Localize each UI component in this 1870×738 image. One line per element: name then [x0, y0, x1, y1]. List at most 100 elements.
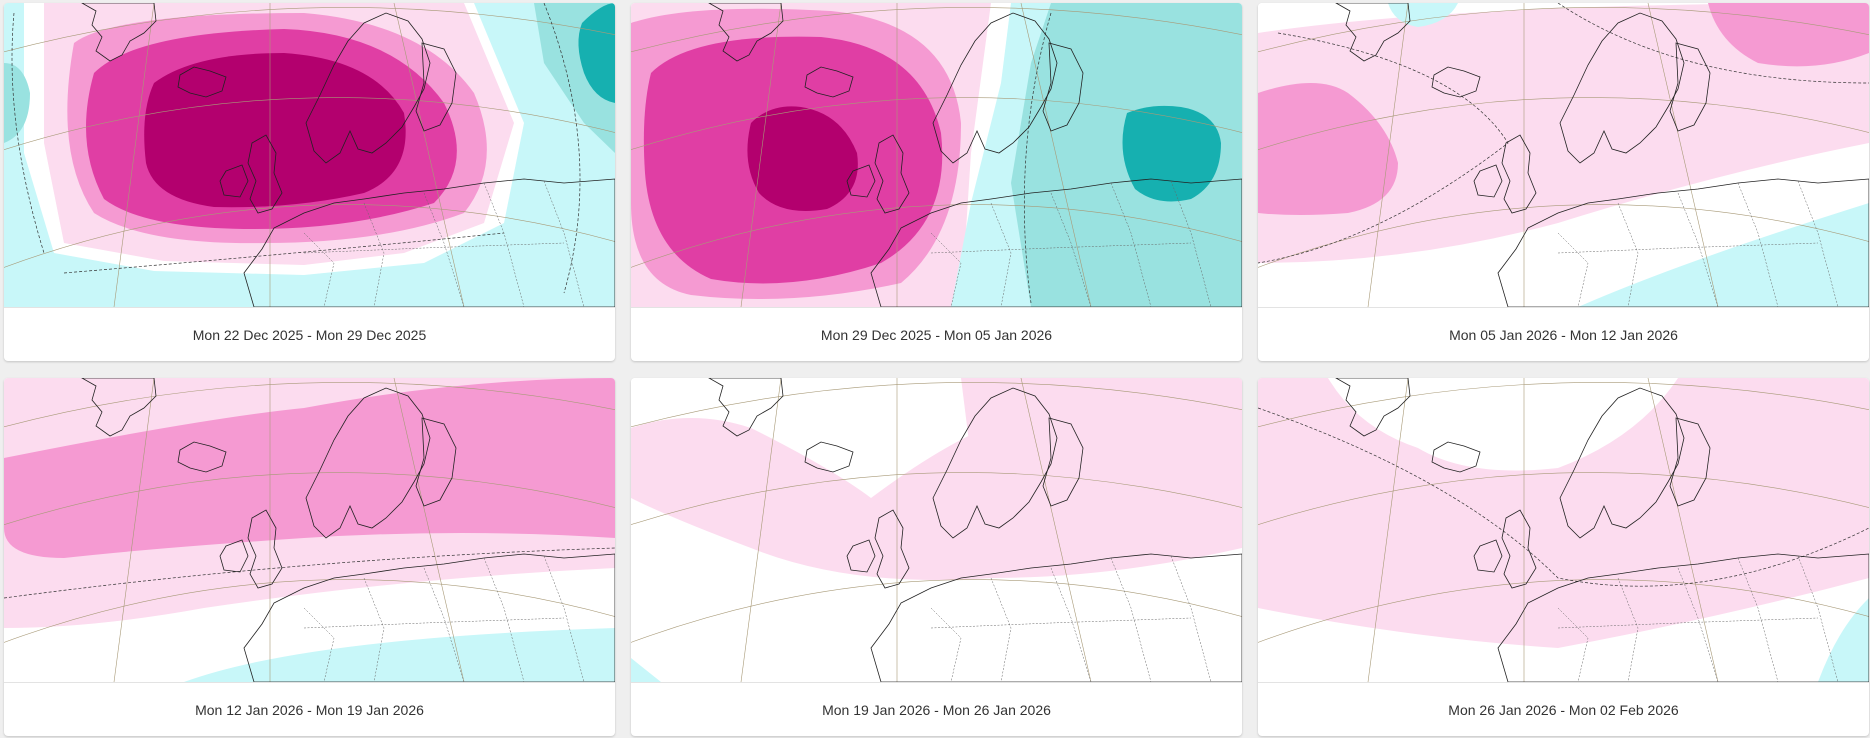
coastline-greenland [81, 378, 157, 437]
country-border [483, 557, 525, 682]
graticule-layer [1258, 3, 1869, 307]
country-border [1110, 557, 1152, 682]
country-border [1677, 567, 1719, 682]
coastline-finland [1042, 42, 1084, 132]
coastline-iceland [177, 441, 227, 473]
anomaly-level-1 [1258, 378, 1869, 648]
coastline-iceland [804, 66, 854, 98]
graticule-line [4, 7, 615, 53]
coastline-scandinavia [1559, 12, 1685, 164]
country-border [363, 202, 385, 307]
coastline-britain [874, 134, 910, 214]
graticule-layer [631, 378, 1242, 682]
coastline-iceland [804, 441, 854, 473]
contour-line [63, 232, 505, 274]
date-range-caption-2: Mon 29 Dec 2025 - Mon 05 Jan 2026 [631, 307, 1242, 361]
coastline-iceland [1431, 66, 1481, 98]
forecast-card-3[interactable]: Mon 05 Jan 2026 - Mon 12 Jan 2026 [1258, 3, 1869, 361]
country-border [303, 617, 565, 629]
forecast-card-1[interactable]: Mon 22 Dec 2025 - Mon 29 Dec 2025 [4, 3, 615, 361]
country-border [543, 180, 585, 307]
coastline-ireland [846, 539, 876, 573]
coastline-greenland [708, 378, 784, 437]
date-range-caption-4: Mon 12 Jan 2026 - Mon 19 Jan 2026 [4, 682, 615, 736]
coastline-greenland [708, 3, 784, 62]
country-border [1617, 202, 1639, 307]
graticule-line [1020, 378, 1092, 682]
coastline-finland [1669, 417, 1711, 507]
negative-anomaly-1 [1818, 598, 1869, 682]
contour-lines [1258, 407, 1869, 587]
graticule-line [1647, 3, 1719, 307]
graticule-line [113, 378, 155, 682]
anomaly-map-2[interactable] [631, 3, 1242, 307]
graticule-line [1258, 382, 1869, 428]
coastline-ireland [846, 164, 876, 198]
graticule-line [1367, 3, 1409, 307]
graticule-line [1020, 3, 1092, 307]
anomaly-map-4[interactable] [4, 378, 615, 682]
date-range-caption-6: Mon 26 Jan 2026 - Mon 02 Feb 2026 [1258, 682, 1869, 736]
country-border [1557, 242, 1819, 254]
anomaly-map-1[interactable] [4, 3, 615, 307]
anomaly-level-2 [4, 378, 615, 558]
date-range-caption-1: Mon 22 Dec 2025 - Mon 29 Dec 2025 [4, 307, 615, 361]
coastline-continent [1497, 553, 1869, 682]
coastline-scandinavia [305, 12, 431, 164]
graticule-line [393, 3, 465, 307]
country-border [1050, 567, 1092, 682]
country-border [543, 555, 585, 682]
graticule-line [1258, 97, 1869, 151]
graticule-line [1367, 378, 1409, 682]
country-border [1677, 192, 1719, 307]
coastline-britain [874, 509, 910, 589]
negative-anomaly-3 [1122, 105, 1221, 202]
border-layer [930, 555, 1212, 682]
anomaly-level-4 [144, 53, 406, 208]
negative-anomaly-1 [184, 628, 615, 682]
contour-line [4, 547, 615, 599]
country-border [990, 202, 1012, 307]
anomaly-level-4 [747, 106, 858, 211]
border-layer [303, 555, 585, 682]
country-border [1617, 577, 1639, 682]
border-layer [1557, 555, 1839, 682]
contour-line [1258, 32, 1509, 264]
coastline-finland [1669, 42, 1711, 132]
forecast-card-4[interactable]: Mon 12 Jan 2026 - Mon 19 Jan 2026 [4, 378, 615, 736]
graticule-layer [4, 3, 615, 307]
country-border [423, 192, 465, 307]
coastline-scandinavia [305, 387, 431, 539]
graticule-line [740, 3, 782, 307]
graticule-line [4, 472, 615, 526]
graticule-line [1258, 204, 1869, 268]
forecast-card-5[interactable]: Mon 19 Jan 2026 - Mon 26 Jan 2026 [631, 378, 1242, 736]
contour-lines [1023, 12, 1052, 304]
graticule-line [1647, 378, 1719, 682]
coastline-greenland [1335, 378, 1411, 437]
coastline-scandinavia [1559, 387, 1685, 539]
country-border [930, 232, 962, 307]
coastline-greenland [1335, 3, 1411, 62]
graticule-line [393, 378, 465, 682]
coastline-finland [415, 42, 457, 132]
contour-line [1557, 3, 1869, 84]
coastline-continent [870, 178, 1242, 307]
forecast-card-6[interactable]: Mon 26 Jan 2026 - Mon 02 Feb 2026 [1258, 378, 1869, 736]
coastline-scandinavia [932, 12, 1058, 164]
graticule-line [4, 97, 615, 151]
graticule-line [1258, 472, 1869, 526]
coastline-scandinavia [932, 387, 1058, 539]
anomaly-map-5[interactable] [631, 378, 1242, 682]
anomaly-map-3[interactable] [1258, 3, 1869, 307]
forecast-card-2[interactable]: Mon 29 Dec 2025 - Mon 05 Jan 2026 [631, 3, 1242, 361]
graticule-layer [631, 3, 1242, 307]
coastline-layer [81, 3, 615, 307]
coastline-continent [870, 553, 1242, 682]
anomaly-map-6[interactable] [1258, 378, 1869, 682]
graticule-line [631, 97, 1242, 151]
country-border [930, 607, 962, 682]
border-layer [930, 180, 1212, 307]
country-border [1557, 617, 1819, 629]
